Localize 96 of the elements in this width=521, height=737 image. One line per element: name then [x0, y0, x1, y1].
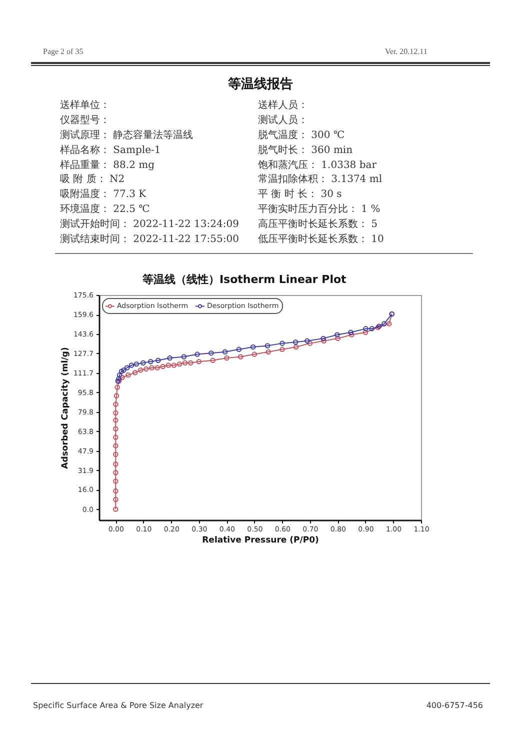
point — [126, 372, 131, 378]
text: Page 2 of 35 — [43, 47, 84, 56]
text: 测试开始时间： 2022-11-22 13:24:09 — [60, 218, 239, 232]
text: 吸附温度： 77.3 K — [60, 188, 146, 202]
point — [171, 362, 177, 368]
point — [113, 426, 118, 432]
point — [113, 443, 118, 448]
point — [140, 360, 146, 366]
point — [113, 452, 118, 457]
point — [134, 361, 140, 367]
text: Ver. 20.12.11 — [385, 47, 428, 56]
point — [348, 332, 354, 338]
point — [222, 349, 228, 354]
text: 样品重量： 88.2 mg — [60, 158, 155, 173]
text: 低压平衡时长延长系数： 10 — [258, 233, 384, 248]
point — [304, 338, 310, 344]
point — [335, 336, 340, 342]
point — [196, 359, 202, 364]
point — [210, 358, 216, 364]
point — [362, 330, 368, 335]
point — [369, 326, 374, 332]
point — [334, 332, 340, 338]
text: 脱气时长： 360 min — [258, 144, 353, 158]
text: 送样单位： — [60, 99, 110, 113]
text: 平衡实时压力百分比： 1 % — [258, 203, 380, 218]
point — [280, 340, 285, 346]
point — [124, 365, 130, 370]
point — [114, 393, 120, 398]
text: 测试结束时间： 2022-11-22 17:55:00 — [60, 233, 239, 248]
point — [182, 360, 188, 366]
text: 高压平衡时长延长系数： 5 — [258, 218, 378, 232]
point — [176, 361, 182, 367]
y-axis-title: Adsorbed Capacity (ml/g) — [60, 347, 70, 469]
point — [208, 350, 214, 356]
point — [118, 368, 124, 374]
text: 测试原理： 静态容量法等温线 — [60, 128, 194, 143]
point — [113, 488, 118, 494]
point — [238, 354, 244, 360]
point — [113, 462, 118, 467]
point — [381, 321, 387, 326]
text: 仪器型号： — [60, 114, 110, 128]
point — [264, 343, 270, 348]
point — [144, 366, 149, 372]
text: Specific Surface Area & Pore Size Analyzer — [33, 701, 204, 710]
point — [160, 364, 166, 370]
point — [113, 410, 118, 416]
point — [320, 336, 326, 342]
point — [128, 362, 134, 368]
point — [113, 418, 118, 423]
point — [113, 470, 118, 476]
point — [114, 384, 120, 390]
chart-title: 等温线（线性）Isotherm Linear Plot — [141, 273, 346, 286]
text: 饱和蒸汽压： 1.0338 bar — [258, 158, 376, 173]
point — [293, 344, 299, 350]
text: 送样人员： — [258, 99, 308, 113]
point — [120, 374, 125, 380]
point — [116, 372, 122, 378]
x-axis-title: Relative Pressure (P/P0) — [202, 536, 319, 546]
text: 常温扣除体积： 3.1374 ml — [258, 173, 382, 188]
point — [224, 355, 230, 361]
text: 400-6757-456 — [426, 701, 483, 710]
point — [250, 344, 256, 350]
text: 样品名称： Sample-1 — [60, 144, 161, 158]
point — [181, 354, 187, 360]
text: 平 衡 时 长： 30 s — [258, 188, 342, 202]
text: 测试人员： — [258, 114, 308, 128]
point — [138, 368, 144, 373]
point — [113, 434, 118, 440]
text: 脱气温度： 300 ℃ — [258, 128, 345, 143]
point — [252, 352, 258, 357]
point — [348, 330, 354, 335]
point — [116, 376, 122, 382]
text: 等温线报告 — [228, 76, 293, 93]
text: 吸 附 质： N2 — [60, 173, 125, 188]
point — [121, 368, 126, 373]
point — [167, 355, 172, 361]
point — [363, 326, 368, 332]
point — [188, 360, 194, 366]
point — [113, 496, 118, 502]
point — [321, 338, 326, 344]
point — [166, 362, 172, 368]
point — [113, 402, 118, 407]
point — [132, 370, 138, 376]
text: 环境温度： 22.5 ℃ — [60, 203, 150, 218]
point — [280, 346, 285, 352]
point — [386, 321, 392, 326]
point — [156, 358, 161, 364]
point — [194, 352, 200, 357]
point — [266, 349, 271, 354]
point — [292, 339, 298, 345]
point — [149, 365, 154, 370]
point — [113, 478, 118, 484]
point — [148, 359, 154, 364]
point — [307, 340, 313, 346]
point — [154, 365, 160, 370]
point — [236, 346, 242, 352]
